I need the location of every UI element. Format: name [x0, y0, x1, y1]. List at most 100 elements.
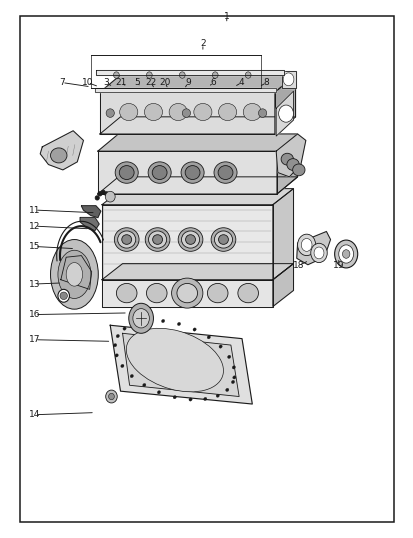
Text: 17: 17 [29, 335, 40, 344]
Ellipse shape [181, 231, 199, 248]
Polygon shape [275, 91, 293, 136]
Text: 22: 22 [145, 78, 156, 87]
Polygon shape [102, 264, 293, 280]
Ellipse shape [97, 192, 102, 196]
Ellipse shape [286, 159, 299, 171]
Ellipse shape [161, 320, 164, 323]
Polygon shape [274, 75, 295, 134]
Ellipse shape [108, 393, 114, 400]
Ellipse shape [105, 390, 117, 403]
Ellipse shape [176, 284, 197, 303]
Ellipse shape [119, 103, 138, 121]
Polygon shape [272, 264, 293, 307]
Text: 13: 13 [29, 280, 40, 288]
Ellipse shape [176, 284, 197, 303]
Ellipse shape [192, 328, 196, 331]
Ellipse shape [113, 72, 119, 78]
Ellipse shape [146, 72, 152, 78]
Ellipse shape [280, 153, 293, 165]
Text: 15: 15 [29, 242, 40, 251]
Ellipse shape [116, 284, 137, 303]
Ellipse shape [114, 228, 139, 251]
Ellipse shape [211, 228, 235, 251]
Polygon shape [102, 204, 272, 280]
Text: 11: 11 [29, 206, 40, 215]
Ellipse shape [313, 247, 323, 259]
Polygon shape [275, 134, 305, 177]
Ellipse shape [193, 103, 211, 121]
Ellipse shape [216, 394, 219, 398]
Ellipse shape [148, 162, 171, 183]
Ellipse shape [207, 284, 228, 303]
Ellipse shape [188, 398, 192, 401]
Ellipse shape [227, 355, 230, 358]
Polygon shape [97, 177, 297, 194]
Ellipse shape [232, 366, 235, 369]
Ellipse shape [152, 166, 167, 180]
Ellipse shape [212, 72, 218, 78]
Ellipse shape [177, 322, 180, 325]
Polygon shape [80, 217, 99, 230]
Ellipse shape [119, 166, 134, 180]
Ellipse shape [142, 384, 145, 387]
Ellipse shape [182, 109, 190, 117]
Text: 6: 6 [210, 78, 216, 87]
Ellipse shape [144, 103, 162, 121]
Text: 8: 8 [263, 78, 269, 87]
Ellipse shape [180, 162, 204, 183]
Polygon shape [97, 151, 276, 194]
Ellipse shape [282, 73, 293, 86]
Polygon shape [102, 280, 272, 307]
Text: 7: 7 [59, 78, 65, 87]
Ellipse shape [178, 228, 202, 251]
Polygon shape [95, 88, 275, 92]
Ellipse shape [203, 398, 206, 401]
Ellipse shape [218, 345, 222, 348]
Polygon shape [122, 334, 239, 397]
Polygon shape [272, 189, 293, 280]
Ellipse shape [225, 388, 228, 392]
Ellipse shape [334, 240, 357, 268]
Text: 16: 16 [29, 310, 40, 319]
Ellipse shape [113, 344, 116, 347]
Ellipse shape [115, 354, 118, 357]
Ellipse shape [243, 103, 261, 121]
Polygon shape [81, 206, 100, 217]
Ellipse shape [152, 235, 162, 244]
Ellipse shape [218, 103, 236, 121]
Text: 4: 4 [238, 78, 244, 87]
Text: 9: 9 [185, 78, 190, 87]
Ellipse shape [218, 166, 233, 180]
Ellipse shape [58, 289, 69, 302]
Ellipse shape [101, 190, 105, 195]
Polygon shape [100, 92, 274, 134]
Ellipse shape [121, 235, 131, 244]
Ellipse shape [342, 250, 349, 258]
Polygon shape [296, 231, 330, 265]
Ellipse shape [146, 284, 167, 303]
Ellipse shape [117, 231, 135, 248]
Ellipse shape [185, 235, 195, 244]
Ellipse shape [214, 162, 237, 183]
Ellipse shape [50, 148, 67, 163]
Ellipse shape [297, 234, 315, 256]
Ellipse shape [66, 263, 83, 286]
Ellipse shape [292, 164, 304, 176]
Ellipse shape [126, 328, 223, 392]
Ellipse shape [115, 162, 138, 183]
Polygon shape [97, 134, 297, 151]
Ellipse shape [146, 319, 149, 322]
Polygon shape [40, 131, 83, 170]
Ellipse shape [58, 250, 91, 299]
Ellipse shape [50, 239, 98, 309]
Ellipse shape [237, 284, 258, 303]
Text: 12: 12 [29, 222, 40, 231]
Ellipse shape [218, 235, 228, 244]
Text: 5: 5 [134, 78, 140, 87]
Ellipse shape [214, 231, 232, 248]
Ellipse shape [106, 109, 114, 117]
Polygon shape [95, 70, 284, 74]
Ellipse shape [60, 292, 67, 300]
Polygon shape [102, 189, 293, 204]
Ellipse shape [123, 327, 126, 330]
